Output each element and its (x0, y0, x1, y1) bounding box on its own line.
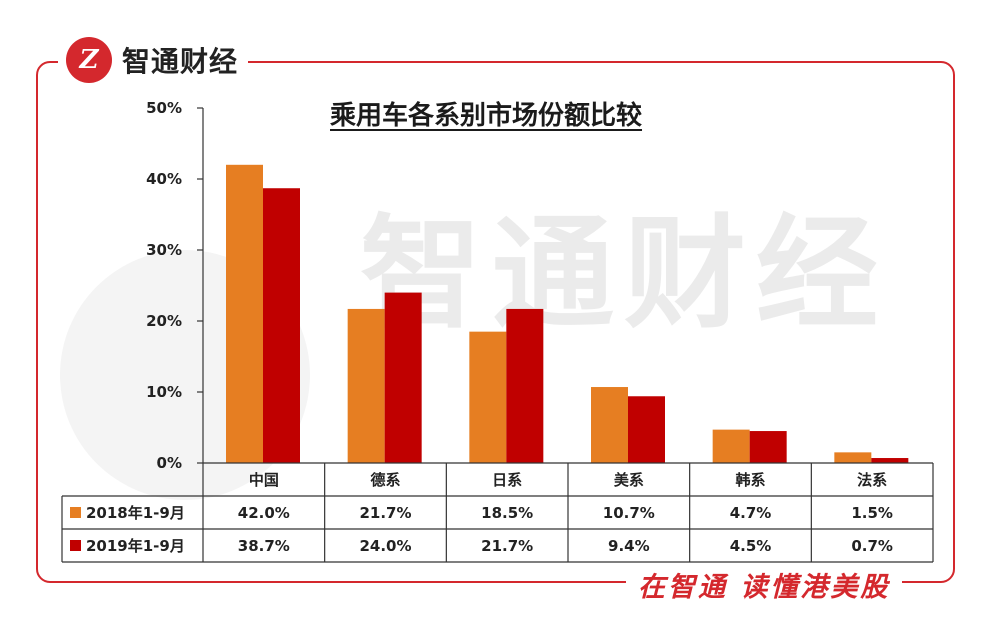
chart-title: 乘用车各系别市场份额比较 (330, 101, 643, 131)
data-label: 42.0% (238, 504, 290, 522)
legend-label-2: 2019年1-9月 (86, 537, 185, 555)
bar-1 (834, 452, 872, 463)
category-label: 美系 (614, 471, 644, 489)
bar-1 (591, 387, 628, 463)
bar-2 (506, 308, 544, 463)
y-tick-label: 0% (157, 454, 182, 472)
bar-1 (347, 308, 385, 463)
bar-2 (628, 396, 665, 463)
data-label: 10.7% (603, 504, 655, 522)
data-label: 21.7% (359, 504, 411, 522)
category-label: 韩系 (735, 471, 765, 489)
bar-1 (226, 164, 263, 464)
data-label: 1.5% (851, 504, 893, 522)
bar-2 (749, 431, 787, 463)
brand-name: 智通财经 (122, 45, 239, 78)
legend-swatch-1 (70, 507, 81, 518)
bar-1 (712, 429, 750, 463)
watermark-text: 智通财经 (360, 203, 888, 345)
data-label: 21.7% (481, 537, 533, 555)
y-tick-label: 40% (146, 170, 182, 188)
brand-header: Z 智通财经 (58, 36, 249, 84)
bar-1 (469, 331, 507, 463)
bar-2 (263, 188, 300, 464)
slogan: 在智通 读懂港美股 (626, 564, 903, 604)
data-label: 38.7% (238, 537, 290, 555)
category-label: 法系 (857, 471, 887, 489)
legend-swatch-2 (70, 540, 81, 551)
y-tick-label: 50% (146, 99, 182, 117)
content-frame (36, 61, 955, 583)
brand-logo-icon: Z (66, 37, 112, 83)
data-label: 24.0% (359, 537, 411, 555)
legend-label-1: 2018年1-9月 (86, 504, 185, 522)
data-label: 4.7% (730, 504, 772, 522)
y-tick-label: 30% (146, 241, 182, 259)
bar-2 (871, 458, 909, 463)
data-label: 18.5% (481, 504, 533, 522)
bar-2 (384, 292, 422, 463)
category-label: 中国 (249, 471, 279, 489)
data-label: 9.4% (608, 537, 650, 555)
category-label: 德系 (370, 471, 400, 489)
category-label: 日系 (492, 471, 522, 489)
y-tick-label: 20% (146, 312, 182, 330)
y-tick-label: 10% (146, 383, 182, 401)
data-label: 4.5% (730, 537, 772, 555)
data-label: 0.7% (851, 537, 893, 555)
